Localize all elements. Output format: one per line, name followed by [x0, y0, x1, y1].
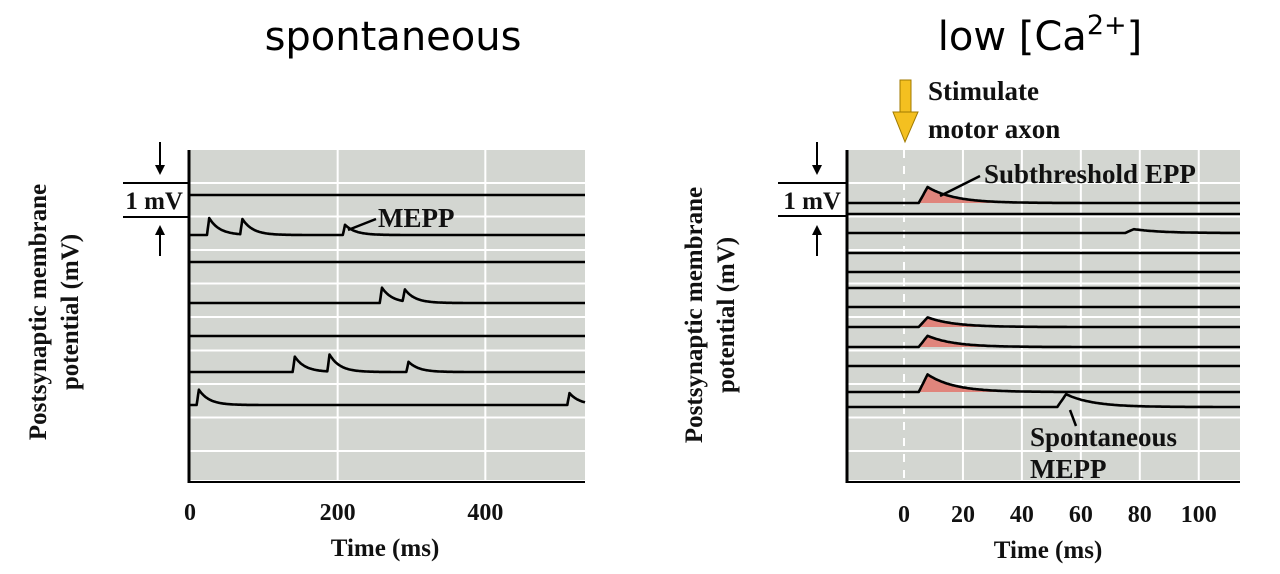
arrow-down-icon	[812, 165, 822, 175]
epp-fill	[918, 317, 1025, 327]
voltage-trace	[848, 185, 1240, 205]
xtick-label: 60	[1069, 502, 1093, 528]
right-scale-bar: 1 mV	[778, 142, 846, 256]
right-ylabel-1: Postsynaptic membrane	[681, 187, 708, 443]
xtick-label: 400	[467, 500, 503, 526]
right-grid	[848, 150, 1240, 480]
stimulus-arrow-icon	[892, 79, 919, 144]
xtick-label: 40	[1010, 502, 1034, 528]
voltage-trace	[189, 216, 586, 237]
mepp-label: MEPP	[378, 203, 454, 233]
xtick-label: 0	[898, 502, 910, 528]
voltage-trace	[189, 286, 586, 305]
epp-label: Subthreshold EPP	[984, 159, 1196, 189]
xtick-label: 100	[1181, 502, 1217, 528]
xtick-label: 0	[184, 500, 196, 526]
stimulus-label-1: Stimulate	[928, 76, 1039, 106]
voltage-trace	[189, 353, 586, 374]
voltage-trace	[848, 392, 1240, 409]
right-scale-label: 1 mV	[783, 188, 841, 215]
voltage-trace	[848, 373, 1240, 394]
right-xlabel: Time (ms)	[994, 537, 1103, 564]
xtick-label: 200	[320, 500, 356, 526]
xtick-label: 20	[951, 502, 975, 528]
left-scale-bar: 1 mV	[123, 142, 188, 256]
arrow-up-icon	[812, 225, 822, 235]
voltage-trace	[848, 316, 1240, 329]
left-grid	[190, 150, 585, 480]
spontaneous-mepp-label-2: MEPP	[1030, 454, 1106, 484]
left-xticks: 0 200 400	[184, 500, 503, 526]
arrow-up-icon	[155, 225, 165, 235]
left-ylabel-2: potential (mV)	[57, 234, 84, 390]
arrow-down-icon	[155, 165, 165, 175]
mepp-leader	[347, 217, 377, 232]
left-xlabel: Time (ms)	[331, 535, 440, 562]
right-plot-area	[848, 150, 1240, 480]
voltage-trace	[848, 334, 1240, 349]
spontaneous-mepp-label-1: Spontaneous	[1030, 422, 1177, 452]
xtick-label: 80	[1128, 502, 1152, 528]
left-traces	[189, 193, 586, 407]
right-traces	[848, 185, 1240, 409]
spontaneous-mepp-leader	[1068, 409, 1078, 427]
epp-fill	[918, 335, 1025, 347]
right-title: low [Ca2+]	[938, 10, 1142, 60]
right-ylabel-2: potential (mV)	[713, 237, 740, 393]
left-title: spontaneous	[265, 14, 522, 60]
left-scale-label: 1 mV	[125, 188, 183, 215]
right-xticks: 0 20 40 60 80 100	[898, 502, 1217, 528]
epp-leader	[939, 174, 981, 198]
voltage-trace	[189, 388, 586, 407]
left-plot-area	[190, 150, 585, 480]
left-ylabel-1: Postsynaptic membrane	[25, 184, 52, 440]
epp-fill	[918, 374, 1025, 392]
voltage-trace	[848, 227, 1240, 235]
epp-fill	[918, 187, 1025, 203]
stimulus-label-2: motor axon	[928, 114, 1060, 144]
